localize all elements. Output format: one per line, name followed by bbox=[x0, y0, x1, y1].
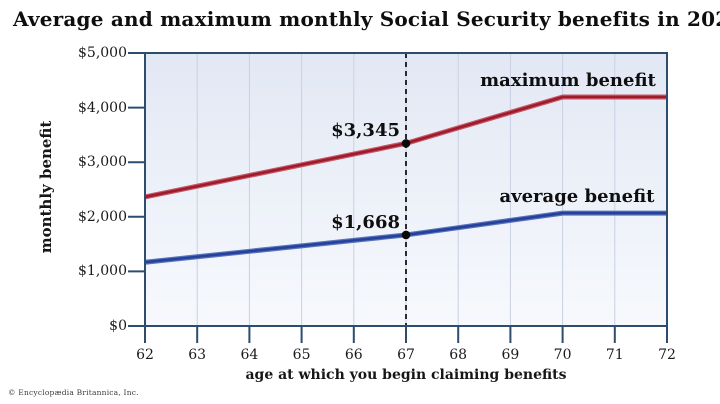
x-tick-label: 62 bbox=[136, 347, 154, 363]
x-tick-label: 63 bbox=[188, 347, 207, 363]
x-axis-title: age at which you begin claiming benefits bbox=[245, 367, 567, 383]
annotation-maximum-value: $3,345 bbox=[331, 120, 400, 141]
x-tick-label: 68 bbox=[449, 347, 468, 363]
y-tick-label: $1,000 bbox=[78, 263, 127, 280]
y-tick-label: $5,000 bbox=[78, 45, 127, 61]
y-axis-title: monthly benefit bbox=[37, 120, 55, 254]
x-tick-label: 65 bbox=[292, 347, 311, 363]
copyright-notice: © Encyclopædia Britannica, Inc. bbox=[8, 388, 139, 397]
x-tick-label: 69 bbox=[501, 347, 520, 363]
x-tick-label: 64 bbox=[240, 347, 259, 363]
x-tick-label: 70 bbox=[553, 347, 572, 363]
x-tick-label: 66 bbox=[344, 347, 363, 363]
series-label-average-benefit: average benefit bbox=[499, 186, 655, 207]
x-tick-label: 71 bbox=[605, 347, 624, 363]
y-tick-label: $0 bbox=[109, 318, 127, 334]
annotation-average-value: $1,668 bbox=[331, 212, 400, 233]
y-tick-label: $2,000 bbox=[78, 208, 127, 225]
y-tick-label: $4,000 bbox=[78, 99, 127, 116]
series-label-maximum-benefit: maximum benefit bbox=[480, 70, 656, 91]
x-tick-label: 72 bbox=[658, 347, 676, 363]
x-tick-label: 67 bbox=[397, 347, 415, 363]
chart-title: Average and maximum monthly Social Secur… bbox=[13, 7, 720, 31]
y-tick-label: $3,000 bbox=[78, 154, 127, 171]
